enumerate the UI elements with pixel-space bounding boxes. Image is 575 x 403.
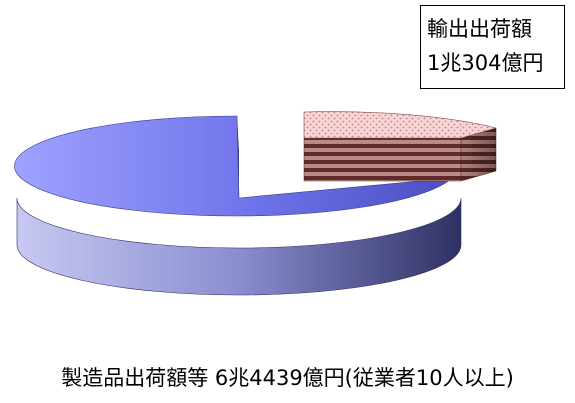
- slice-main-top: [14, 115, 453, 217]
- slice-export-front: [303, 137, 462, 182]
- slice-main: [14, 115, 462, 296]
- callout-label: 輸出出荷額: [427, 17, 532, 41]
- callout-export: 輸出出荷額 1兆304億円: [420, 5, 565, 89]
- slice-export: [303, 111, 498, 182]
- slice-export-top: [303, 111, 498, 139]
- chart-caption: 製造品出荷額等 6兆4439億円(従業者10人以上): [61, 366, 514, 390]
- callout-value: 1兆304億円: [427, 51, 544, 75]
- slice-main-side: [16, 197, 462, 296]
